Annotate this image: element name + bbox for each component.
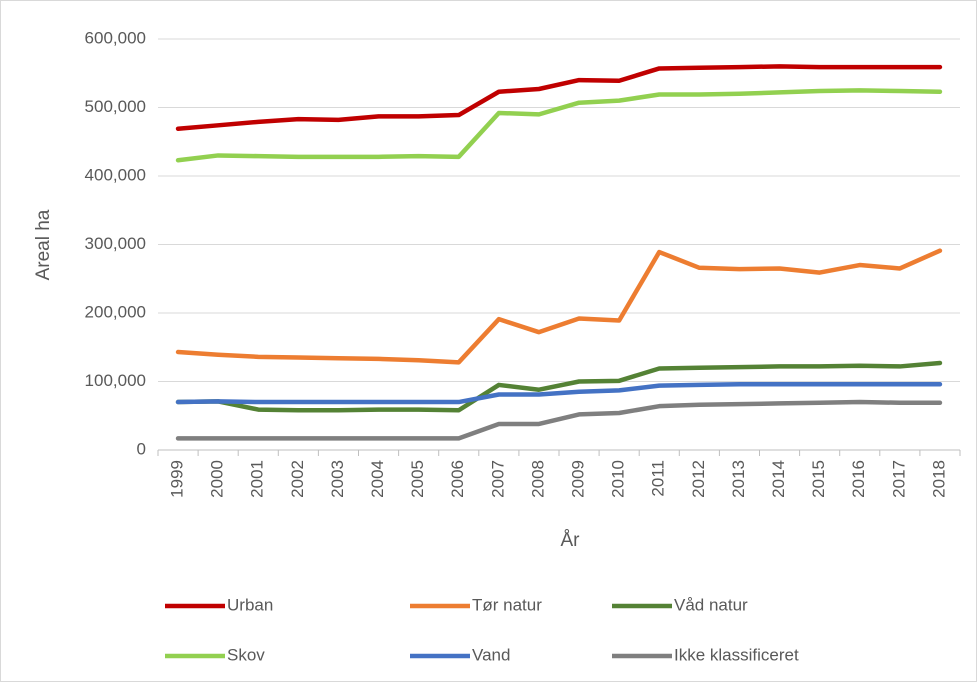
series-line — [175, 248, 943, 365]
x-tick-label: 2003 — [328, 460, 347, 498]
y-tick-label: 300,000 — [85, 234, 146, 253]
x-tick-label: 2006 — [448, 460, 467, 498]
y-tick-label: 0 — [137, 439, 146, 458]
legend-label: Ikke klassificeret — [674, 645, 799, 664]
series-line — [175, 360, 943, 413]
legend-label: Tør natur — [472, 595, 542, 614]
x-axis-title: År — [561, 530, 581, 551]
x-tick-label: 2015 — [809, 460, 828, 498]
series-line — [175, 64, 943, 131]
legend-label: Vand — [472, 645, 510, 664]
x-tick-label: 2000 — [208, 460, 227, 498]
x-tick-label: 2009 — [569, 460, 588, 498]
x-tick-label: 2011 — [649, 460, 668, 497]
y-axis-title: Areal ha — [33, 209, 54, 280]
x-tick-label: 2016 — [849, 460, 868, 498]
legend-label: Urban — [227, 595, 273, 614]
x-tick-label: 2010 — [609, 460, 628, 498]
series-line — [175, 88, 943, 163]
y-tick-label: 500,000 — [85, 97, 146, 116]
x-tick-label: 2014 — [769, 460, 788, 498]
x-tick-label: 2004 — [368, 460, 387, 498]
y-tick-label: 200,000 — [85, 302, 146, 321]
x-tick-label: 2008 — [528, 460, 547, 498]
y-tick-label: 600,000 — [85, 28, 146, 47]
x-tick-label: 2017 — [889, 460, 908, 498]
x-tick-label: 2001 — [248, 460, 267, 498]
x-tick-label: 2007 — [488, 460, 507, 498]
x-tick-label: 2012 — [689, 460, 708, 498]
legend-label: Skov — [227, 645, 265, 664]
x-tick-label: 2002 — [288, 460, 307, 498]
y-tick-label: 100,000 — [85, 371, 146, 390]
x-tick-label: 2018 — [929, 460, 948, 498]
x-tick-label: 2013 — [729, 460, 748, 498]
series-line — [175, 399, 943, 441]
legend-label: Våd natur — [674, 595, 748, 614]
y-tick-label: 400,000 — [85, 165, 146, 184]
x-tick-label: 2005 — [408, 460, 427, 498]
series-line — [175, 381, 943, 405]
x-tick-label: 1999 — [168, 460, 187, 498]
